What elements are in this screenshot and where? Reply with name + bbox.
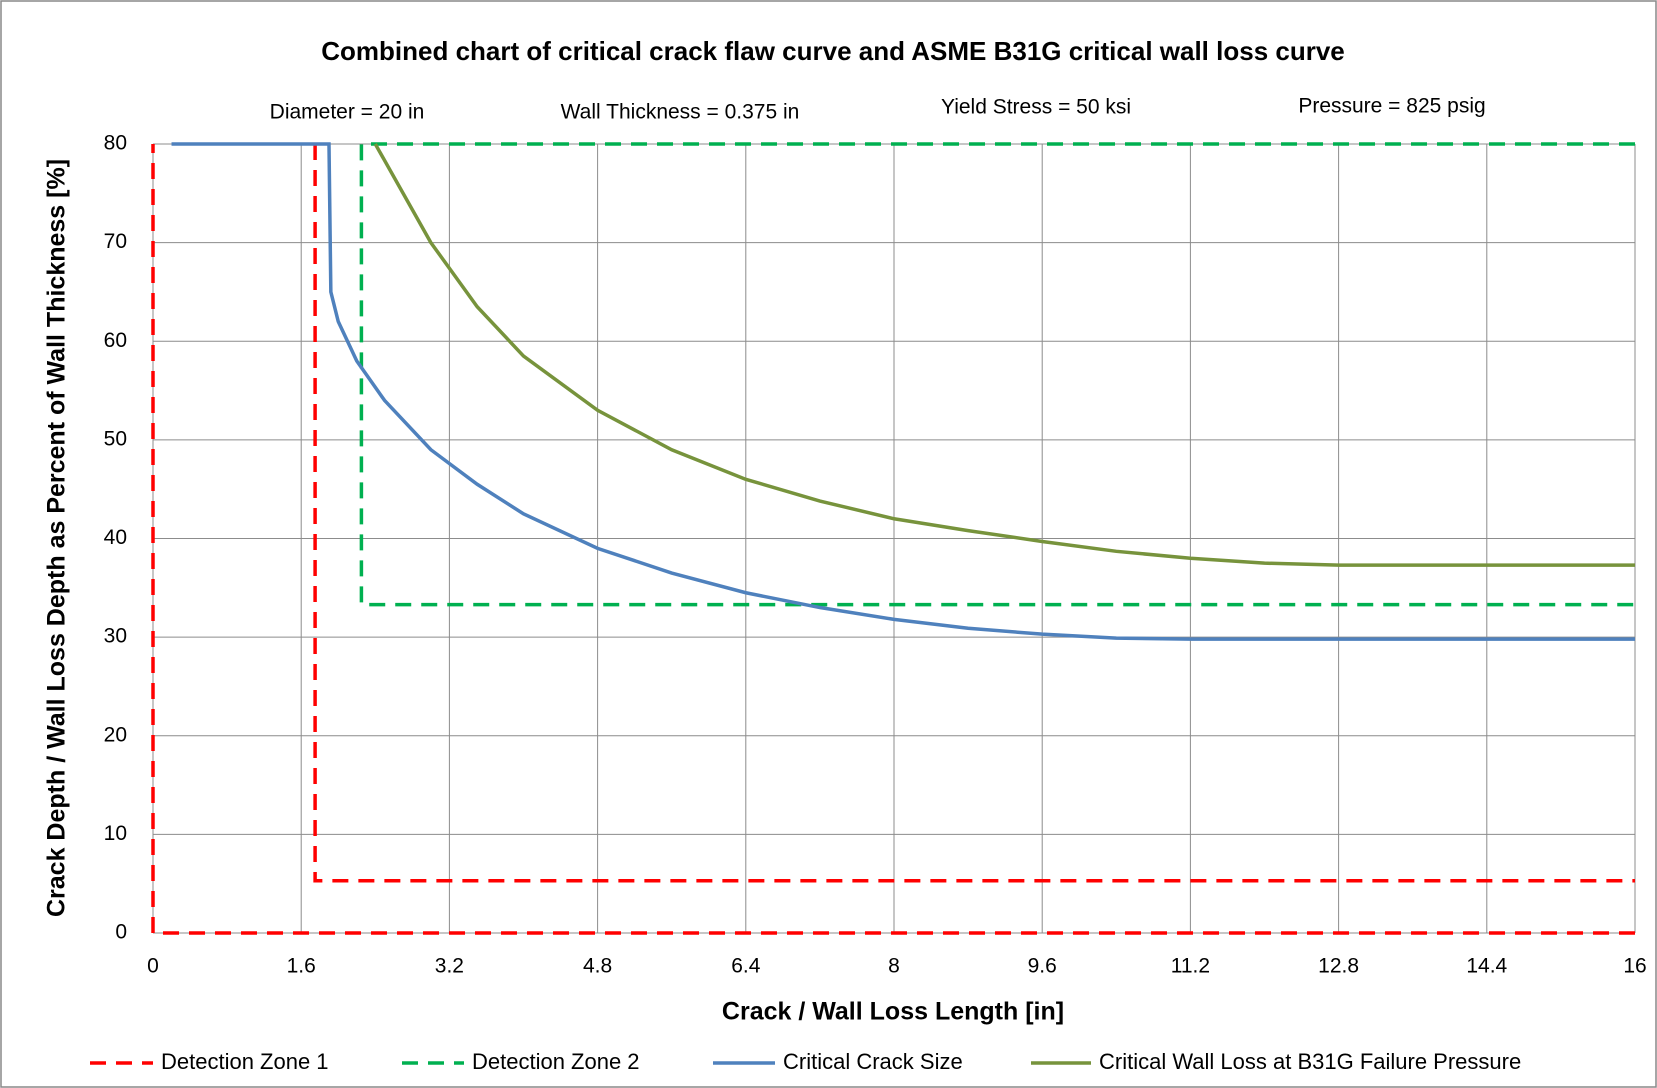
chart-title: Combined chart of critical crack flaw cu… (321, 36, 1345, 66)
y-tick-label: 30 (104, 625, 127, 648)
annotation: Yield Stress = 50 ksi (941, 96, 1131, 119)
series-line (171, 142, 1635, 641)
x-tick-label: 12.8 (1318, 955, 1359, 978)
x-tick-label: 16 (1623, 955, 1646, 978)
x-tick-label: 6.4 (731, 955, 761, 978)
y-axis-label: Crack Depth / Wall Loss Depth as Percent… (43, 159, 71, 917)
annotation: Diameter = 20 in (270, 101, 425, 124)
x-tick-label: 1.6 (287, 955, 316, 978)
series-line (373, 143, 1635, 567)
series-line (359, 142, 1635, 607)
y-tick-label: 20 (104, 723, 127, 746)
y-tick-label: 50 (104, 427, 127, 450)
legend-label: Detection Zone 1 (161, 1049, 329, 1074)
y-tick-label: 70 (104, 230, 127, 253)
series-line (151, 144, 1635, 935)
x-axis-label: Crack / Wall Loss Length [in] (722, 998, 1064, 1026)
y-tick-label: 10 (104, 822, 127, 845)
x-tick-label: 0 (147, 955, 159, 978)
y-tick-label: 60 (104, 329, 127, 352)
legend-label: Critical Wall Loss at B31G Failure Press… (1099, 1049, 1521, 1074)
y-tick-label: 40 (104, 526, 127, 549)
x-tick-label: 11.2 (1171, 955, 1210, 978)
x-tick-label: 8 (888, 955, 900, 978)
x-tick-label: 4.8 (583, 955, 612, 978)
x-tick-label: 14.4 (1466, 955, 1507, 978)
annotation: Wall Thickness = 0.375 in (561, 101, 800, 124)
y-tick-label: 0 (115, 921, 127, 944)
annotation: Pressure = 825 psig (1298, 95, 1485, 118)
legend-label: Critical Crack Size (783, 1049, 963, 1074)
legend-label: Detection Zone 2 (472, 1049, 640, 1074)
x-tick-label: 3.2 (435, 955, 464, 978)
x-tick-label: 9.6 (1028, 955, 1057, 978)
y-tick-label: 80 (104, 132, 127, 155)
